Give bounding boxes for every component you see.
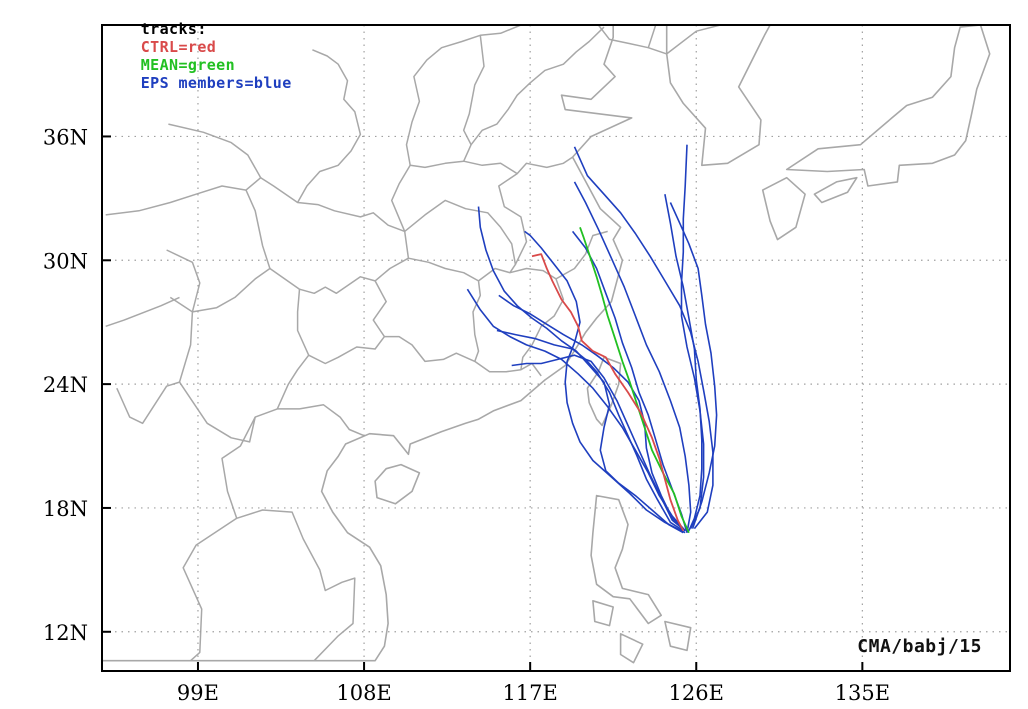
- lat-tick-label: 30N: [43, 249, 88, 273]
- legend-eps: EPS members=blue: [140, 74, 292, 92]
- legend: tracks: CTRL=red MEAN=green EPS members=…: [103, 2, 301, 110]
- mean-track: [579, 226, 690, 534]
- lon-tick-label: 99E: [177, 681, 219, 705]
- eps-member-track: [571, 230, 688, 533]
- lon-tick-label: 126E: [669, 681, 724, 705]
- eps-member-track: [498, 294, 686, 532]
- border-line: [462, 35, 485, 146]
- eps-member-track: [496, 329, 684, 532]
- border-line: [404, 199, 517, 274]
- border-line: [192, 267, 542, 377]
- credit-label: CMA/babj/15: [857, 636, 982, 657]
- border-line: [666, 25, 721, 55]
- border-line: [405, 25, 522, 175]
- border-line: [498, 156, 574, 265]
- border-line: [463, 26, 605, 162]
- lon-tick-label: 135E: [835, 681, 890, 705]
- border-line: [169, 296, 365, 443]
- coastline-japan-shikoku: [813, 176, 858, 204]
- coastline-mindoro: [592, 599, 615, 627]
- border-line: [647, 25, 657, 48]
- border-line: [105, 296, 180, 328]
- lat-tick-label: 24N: [43, 373, 88, 397]
- track-layer: [466, 144, 718, 534]
- lat-tick-label: 18N: [43, 497, 88, 521]
- coastline-japan-kyushu: [761, 176, 806, 241]
- border-line: [555, 230, 608, 280]
- border-line: [308, 336, 385, 365]
- border-line: [168, 123, 262, 179]
- lon-tick-label: 117E: [502, 681, 557, 705]
- coastline-china: [102, 25, 633, 662]
- border-line: [116, 381, 180, 425]
- legend-ctrl: CTRL=red: [140, 38, 217, 56]
- coastline-samar: [664, 620, 692, 652]
- eps-member-track: [680, 144, 705, 529]
- coastline-korea: [665, 25, 771, 167]
- map-background: [102, 25, 1010, 671]
- legend-label: tracks:: [140, 20, 207, 38]
- border-line: [296, 49, 362, 203]
- coastline-panay: [619, 632, 644, 664]
- coastline-hainan: [374, 463, 421, 505]
- border-line: [105, 185, 247, 216]
- lon-tick-label: 108E: [336, 681, 391, 705]
- border-line: [166, 249, 201, 313]
- map-frame: [101, 24, 1011, 672]
- border-line: [408, 257, 482, 362]
- legend-mean: MEAN=green: [140, 56, 236, 74]
- lat-tick-label: 36N: [43, 125, 88, 149]
- border-line: [390, 164, 411, 232]
- border-line: [597, 25, 667, 55]
- eps-member-track: [664, 194, 703, 532]
- tick-layer: 99E 108E 117E 126E 135E 12N 18N 24N 30N 36N: [43, 125, 890, 705]
- lat-tick-label: 12N: [43, 621, 88, 645]
- eps-member-track: [669, 202, 718, 529]
- border-line: [221, 416, 356, 662]
- eps-member-track: [511, 354, 686, 532]
- ctrl-track: [531, 253, 685, 532]
- eps-member-track: [477, 206, 684, 534]
- border-line: [245, 176, 410, 282]
- border-line: [182, 517, 238, 662]
- coastline-japan-honshu: [785, 25, 991, 187]
- eps-member-track: [524, 230, 686, 534]
- eps-member-track: [573, 146, 714, 530]
- coastline-luzon: [590, 494, 663, 625]
- eps-member-track: [573, 181, 692, 533]
